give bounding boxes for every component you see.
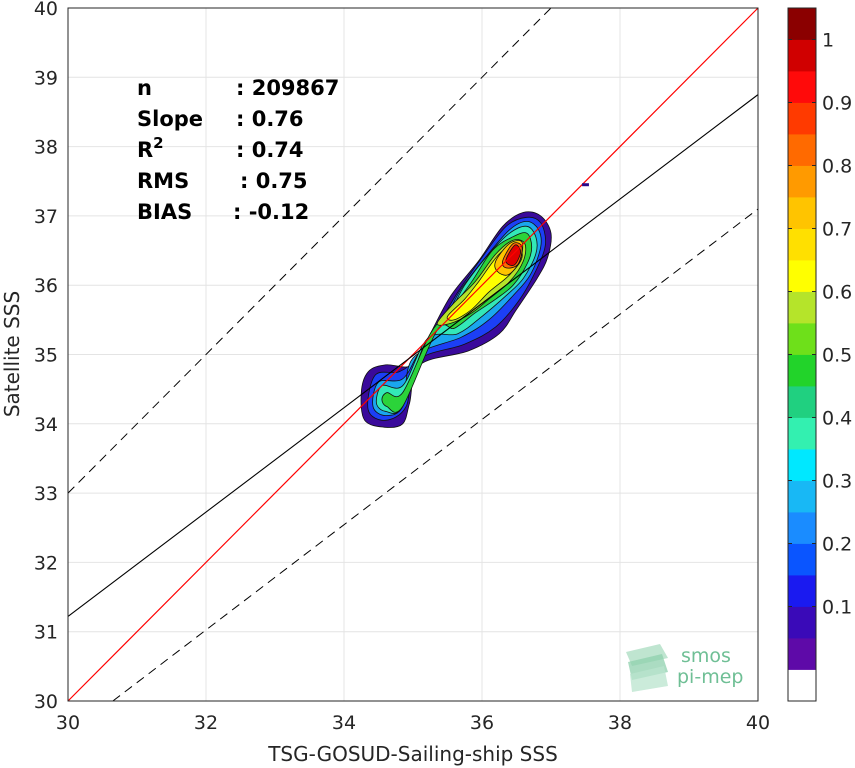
logo-line1: smos: [681, 645, 731, 667]
upper-bound-dashed-line: [67, 7, 552, 494]
colorbar-segment: [788, 449, 816, 481]
colorbar-segment: [788, 323, 816, 355]
logo-line2: pi-mep: [677, 666, 743, 688]
colorbar-tick-label: 0.3: [822, 471, 852, 493]
colorbar-segment: [788, 260, 816, 292]
colorbar-tick-label: 0.2: [822, 534, 852, 556]
colorbar-segment: [788, 512, 816, 544]
colorbar-segment: [788, 669, 816, 702]
smos-pi-mep-logo: smos pi-mep: [626, 644, 743, 692]
colorbar-segment: [788, 71, 816, 103]
y-tick-label: 37: [34, 206, 58, 228]
x-tick-label: 38: [608, 712, 632, 734]
y-axis-label: Satellite SSS: [0, 291, 24, 417]
colorbar-segment: [788, 8, 816, 40]
stat-label: Slope: [137, 107, 203, 131]
y-tick-label: 30: [34, 691, 58, 713]
colorbar-segment: [788, 102, 816, 135]
colorbar-segment: [788, 638, 816, 670]
y-tick-label: 33: [34, 483, 58, 505]
lower-bound-dashed-line: [112, 208, 759, 702]
y-tick-label: 39: [34, 67, 58, 89]
colorbar-tick-label: 0.4: [822, 408, 852, 430]
colorbar: 0.1 0.2 0.3 0.4 0.5 0.6 0.7 0.8 0.9 1: [787, 7, 852, 702]
stat-value: : 209867: [236, 76, 339, 100]
colorbar-segment: [788, 291, 816, 324]
stat-label: BIAS: [137, 200, 192, 224]
x-tick-label: 34: [332, 712, 356, 734]
stat-label: n: [137, 76, 152, 100]
colorbar-segment: [788, 480, 816, 513]
y-tick-label: 35: [34, 345, 58, 367]
y-tick-labels: 30 31 32 33 34 35 36 37 38 39 40: [34, 0, 58, 713]
colorbar-segment: [788, 417, 816, 450]
colorbar-tick-label: 0.8: [822, 156, 852, 178]
regression-line: [67, 94, 759, 617]
colorbar-segment: [788, 606, 816, 639]
x-axis-label: TSG-GOSUD-Sailing-ship SSS: [267, 742, 558, 766]
colorbar-tick-label: 1: [822, 30, 834, 52]
x-tick-labels: 30 32 34 36 38 40: [56, 712, 770, 734]
colorbar-segment: [788, 543, 816, 576]
y-tick-label: 36: [34, 275, 58, 297]
colorbar-segment: [788, 354, 816, 387]
colorbar-segment: [788, 134, 816, 166]
colorbar-tick-label: 0.1: [822, 597, 852, 619]
x-tick-label: 32: [194, 712, 218, 734]
colorbar-segment: [788, 197, 816, 229]
y-tick-label: 31: [34, 622, 58, 644]
stat-value: : 0.75: [240, 169, 308, 193]
y-tick-label: 40: [34, 0, 58, 20]
stat-value: : 0.76: [236, 107, 304, 131]
colorbar-segment: [788, 228, 816, 261]
y-tick-label: 32: [34, 552, 58, 574]
x-tick-label: 40: [746, 712, 770, 734]
colorbar-tick-label: 0.9: [822, 93, 852, 115]
colorbar-tick-label: 0.7: [822, 219, 852, 241]
reference-lines: [67, 7, 759, 702]
x-tick-label: 30: [56, 712, 80, 734]
stat-superscript: 2: [153, 134, 163, 152]
stat-label: RMS: [137, 169, 189, 193]
colorbar-segment: [788, 575, 816, 607]
y-tick-label: 34: [34, 414, 58, 436]
x-tick-label: 36: [470, 712, 494, 734]
colorbar-segment: [788, 39, 816, 72]
logo-mark-icon: [626, 644, 668, 692]
y-tick-label: 38: [34, 137, 58, 159]
colorbar-tick-label: 0.5: [822, 345, 852, 367]
colorbar-segment: [788, 165, 816, 198]
identity-line: [67, 7, 759, 702]
colorbar-tick-label: 0.6: [822, 282, 852, 304]
colorbar-segment: [788, 386, 816, 418]
stat-value: : -0.12: [233, 200, 309, 224]
stat-value: : 0.74: [236, 138, 304, 162]
plot-frame: [67, 7, 759, 702]
